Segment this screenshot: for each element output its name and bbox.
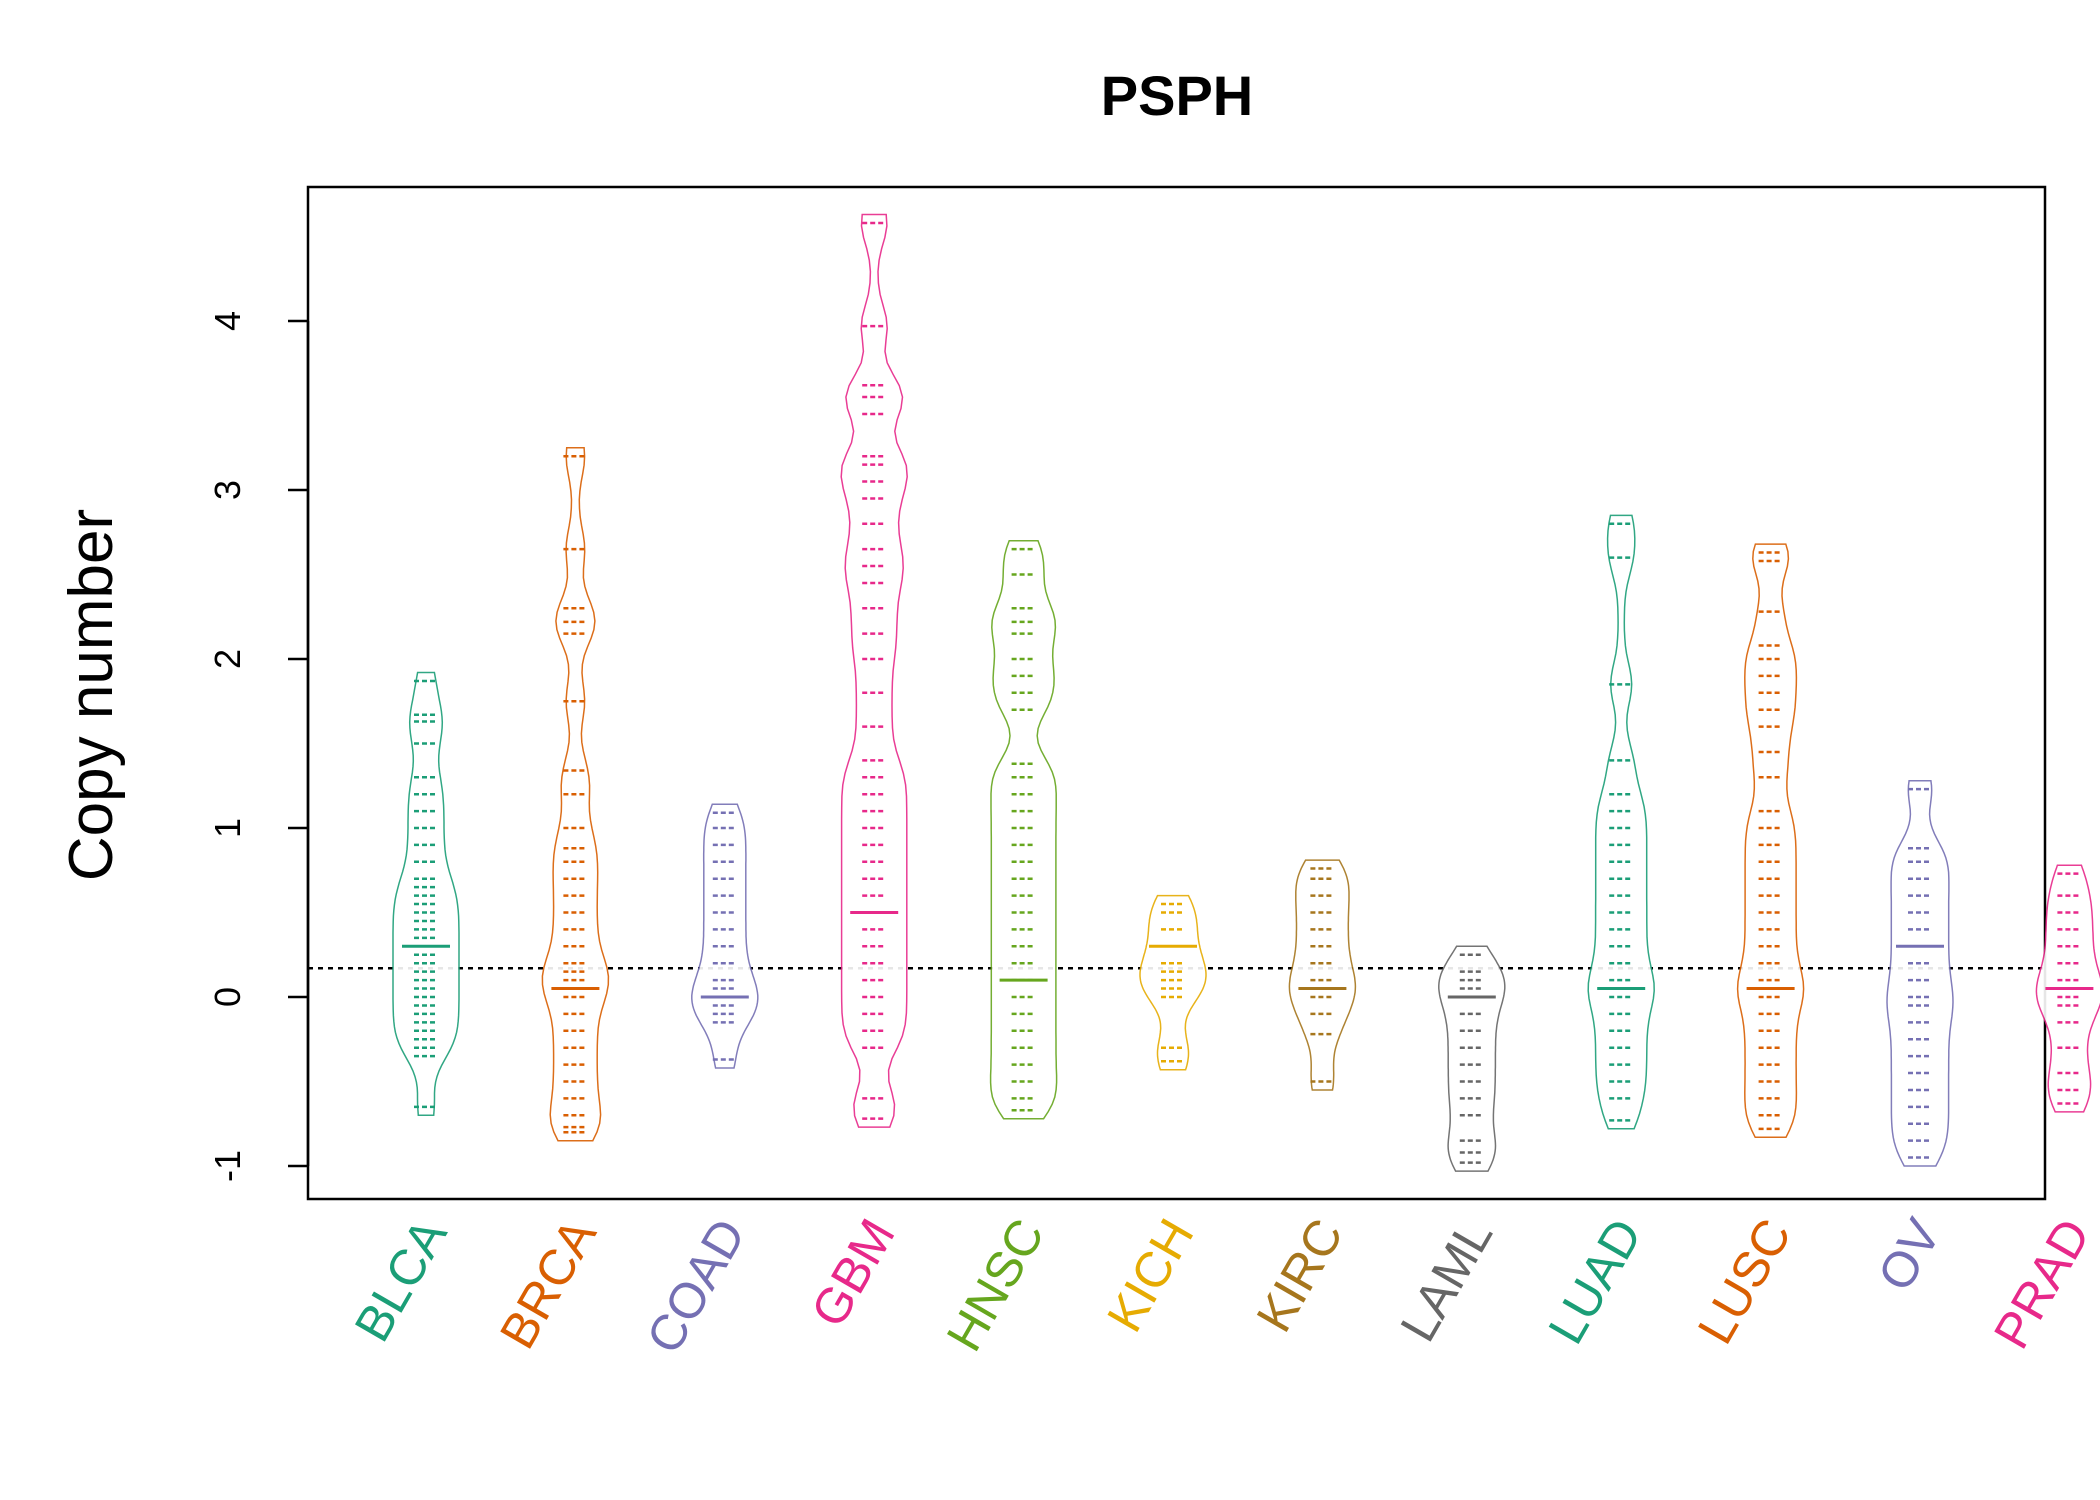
bean-coad — [691, 803, 759, 1069]
x-tick-label-blca: BLCA — [344, 1209, 458, 1351]
x-tick-label-brca: BRCA — [489, 1209, 607, 1358]
chart-title: PSPH — [1101, 64, 1254, 127]
beans — [392, 213, 2100, 1172]
bean-kich — [1139, 894, 1207, 1071]
bean-outline — [989, 539, 1058, 1120]
x-axis-labels: BLCA BRCA COAD GBM HNSC KICH KIRC LAML LUAD LUSC O… — [344, 1209, 2100, 1363]
bean-ov — [1886, 779, 1954, 1167]
x-tick-label-hnsc: HNSC — [936, 1210, 1055, 1361]
y-tick-label: 2 — [207, 649, 248, 669]
bean-brca — [541, 447, 610, 1142]
y-tick-label: 0 — [207, 987, 248, 1007]
y-tick-label: 1 — [207, 818, 248, 838]
bean-outline — [1886, 779, 1954, 1167]
y-tick-label: 3 — [207, 480, 248, 500]
bean-gbm — [840, 213, 908, 1128]
y-axis: -1 0 1 2 3 4 — [207, 311, 310, 1182]
y-tick-label: 4 — [207, 311, 248, 331]
bean-outline — [1139, 894, 1207, 1071]
x-tick-label-coad: COAD — [636, 1210, 757, 1363]
bean-prad — [2035, 864, 2100, 1113]
bean-outline — [1288, 859, 1357, 1091]
x-tick-label-kich: KICH — [1096, 1210, 1204, 1341]
bean-outline — [1587, 514, 1655, 1130]
x-tick-label-kirc: KIRC — [1246, 1210, 1354, 1341]
bean-outline — [392, 671, 460, 1117]
bean-outline — [840, 213, 908, 1128]
x-tick-label-gbm: GBM — [800, 1210, 905, 1337]
bean-laml — [1438, 945, 1506, 1172]
x-tick-label-luad: LUAD — [1538, 1210, 1653, 1354]
x-tick-label-prad: PRAD — [1983, 1210, 2100, 1358]
x-tick-label-lusc: LUSC — [1687, 1210, 1802, 1354]
x-tick-label-ov: OV — [1867, 1209, 1952, 1300]
bean-hnsc — [989, 539, 1058, 1120]
bean-outline — [691, 803, 759, 1069]
bean-luad — [1587, 514, 1655, 1130]
y-tick-label: -1 — [207, 1150, 248, 1182]
y-axis-label: Copy number — [57, 509, 126, 881]
x-tick-label-laml: LAML — [1390, 1210, 1504, 1351]
bean-blca — [392, 671, 460, 1117]
bean-kirc — [1288, 859, 1357, 1091]
bean-outline — [1438, 945, 1506, 1172]
bean-lusc — [1736, 543, 1805, 1139]
